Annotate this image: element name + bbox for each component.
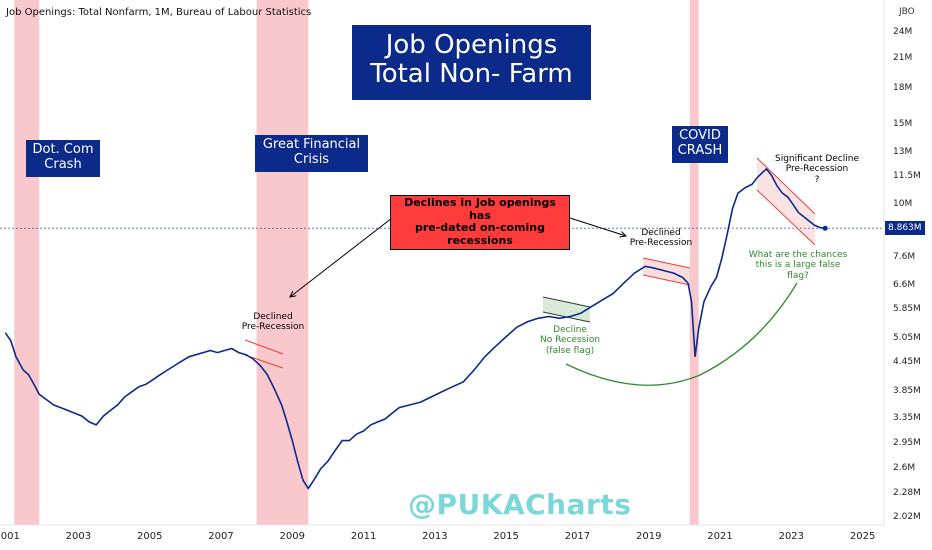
dotcom-label: Dot. Com Crash	[26, 140, 100, 177]
chart-symbol-title: Job Openings: Total Nonfarm, 1M, Bureau …	[6, 7, 312, 18]
decline-nr-line1: Decline	[553, 325, 587, 335]
declined2-line1: Declined	[641, 228, 681, 238]
dotcom-line1: Dot. Com	[32, 142, 94, 157]
x-tick-label: 2005	[136, 531, 163, 542]
chances-line2: this is a large false flag?	[755, 260, 841, 281]
recession-bands	[14, 0, 699, 525]
x-tick-label: 2019	[636, 531, 662, 542]
x-tick-label: 2015	[493, 531, 519, 542]
y-tick-label: 3.85M	[893, 385, 921, 396]
x-tick-label: 2023	[778, 531, 805, 542]
recession-band-2	[689, 0, 699, 525]
x-tick-label: 2011	[350, 531, 377, 542]
y-tick-label: 15M	[893, 119, 913, 130]
declined1-line2: Pre-Recession	[241, 322, 305, 333]
y-tick-label: 2.95M	[893, 437, 921, 448]
x-tick-label: 2013	[422, 531, 448, 542]
decline-no-recession-note: Decline No Recession (false flag)	[538, 325, 602, 356]
current-price-tag: 8.863M	[885, 221, 925, 236]
channel-2016	[542, 296, 591, 323]
covid-line1: COVID	[679, 128, 721, 143]
false-flag-question: What are the chances this is a large fal…	[748, 250, 848, 281]
recession-band-0	[14, 0, 40, 525]
main-title-line1: Job Openings	[385, 30, 558, 60]
gfc-line2: Crisis	[293, 151, 330, 167]
declined-note-2019: Declined Pre-Recession	[628, 228, 694, 249]
y-tick-label: 5.85M	[893, 303, 921, 314]
sig-line2: Pre-Recession	[785, 164, 849, 175]
y-tick-label: 3.35M	[893, 412, 921, 423]
sig-line3: ?	[814, 174, 820, 185]
chances-line1: What are the chances	[748, 250, 848, 260]
declined1-line1: Declined	[253, 312, 293, 322]
y-tick-label: 13M	[893, 147, 913, 158]
arrow-to-2019	[569, 217, 626, 236]
y-tick-label: 18M	[893, 83, 913, 94]
y-tick-label: 2.28M	[893, 488, 921, 499]
y-tick-label: 6.6M	[893, 280, 916, 291]
decline-nr-line3: (false flag)	[545, 345, 595, 356]
y-tick-label: 11.5M	[893, 171, 921, 182]
callout-line2: pre-dated on-coming recessions	[414, 221, 545, 247]
sig-line1: Significant Decline	[774, 154, 859, 164]
y-tick-label: 2.02M	[893, 512, 921, 523]
significant-decline-note: Significant Decline Pre-Recession ?	[774, 154, 860, 185]
main-title-line2: Total Non- Farm	[370, 59, 573, 90]
y-tick-label: 21M	[893, 53, 913, 64]
callout-box: Declines in Job openings has pre-dated o…	[390, 195, 570, 250]
series-line	[4, 167, 826, 490]
x-tick-label: 2007	[208, 531, 234, 542]
dotcom-line2: Crash	[44, 156, 82, 172]
arrow-to-gfc	[290, 217, 393, 297]
false-flag-arc	[565, 282, 798, 386]
declined2-line2: Pre-Recession	[629, 238, 693, 249]
recession-band-1	[256, 0, 309, 525]
x-tick-label: 2017	[564, 531, 591, 542]
y-tick-label: 10M	[893, 198, 913, 209]
y-tick-label: 5.05M	[893, 332, 921, 343]
x-tick-label: 2021	[707, 531, 733, 542]
main-title-box: Job Openings Total Non- Farm	[352, 25, 591, 100]
covid-line2: CRASH	[677, 142, 723, 158]
declined-note-gfc: Declined Pre-Recession	[240, 312, 306, 333]
axis-code: JBO	[899, 7, 915, 17]
y-tick-label: 24M	[893, 27, 913, 38]
gfc-label: Great Financial Crisis	[255, 135, 368, 172]
channel-2022	[756, 157, 816, 246]
x-tick-label: 2009	[279, 531, 306, 542]
x-tick-label: 2001	[0, 531, 20, 542]
y-tick-label: 4.45M	[893, 357, 921, 368]
covid-label: COVID CRASH	[672, 126, 728, 163]
y-tick-label: 2.6M	[893, 462, 916, 473]
callout-line1: Declines in Job openings has	[404, 196, 556, 222]
gfc-line1: Great Financial	[262, 137, 361, 152]
watermark: @PUKACharts	[408, 488, 632, 521]
y-tick-label: 7.6M	[893, 252, 916, 263]
x-tick-label: 2025	[849, 531, 876, 542]
decline-nr-line2: No Recession	[539, 335, 601, 346]
x-tick-label: 2003	[65, 531, 92, 542]
last-point	[822, 225, 828, 231]
